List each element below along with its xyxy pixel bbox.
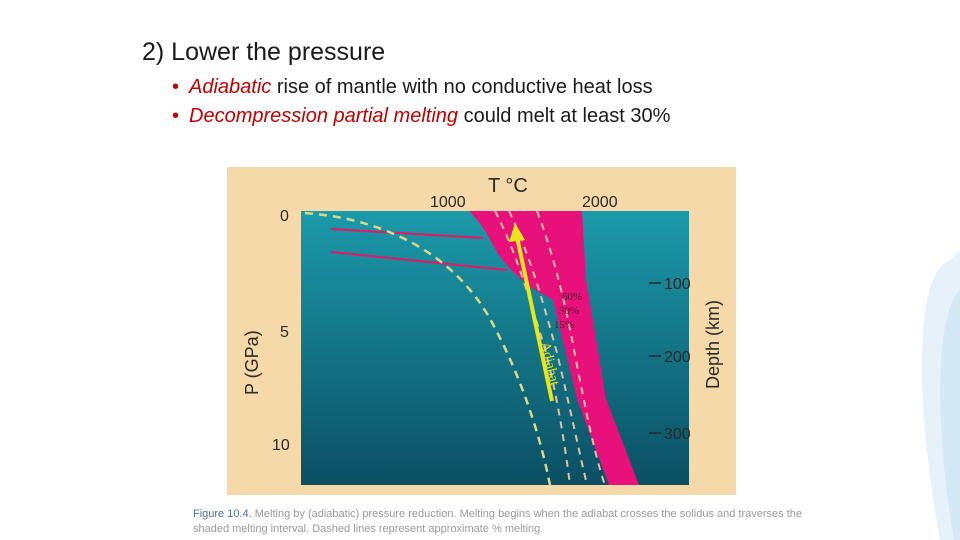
left-axis-title: P (GPa) [242, 330, 262, 395]
bullet-item: • Decompression partial melting could mel… [172, 105, 670, 134]
mantle-plot-area [301, 211, 689, 485]
left-tick-label: 0 [280, 208, 289, 225]
bullet-emphasis: Decompression partial melting [189, 105, 459, 127]
right-tick-label: 300 [664, 426, 691, 443]
caption-figure-label: Figure 10.4. [193, 508, 252, 520]
top-axis-title: T °C [488, 175, 528, 197]
dashed-melt-line [536, 210, 606, 486]
bullet-list: • Adiabatic rise of mantle with no conduc… [172, 76, 670, 134]
dashed-melt-line [494, 210, 571, 486]
bullet-dot-icon: • [172, 76, 180, 98]
right-axis-title: Depth (km) [703, 300, 723, 389]
bullet-text: rise of mantle with no conductive heat l… [271, 76, 653, 98]
adiabat-line [515, 236, 554, 402]
bullet-dot-icon: • [172, 105, 180, 127]
geotherm-line [330, 250, 508, 272]
bullet-emphasis: Adiabatic [189, 76, 272, 98]
melting-diagram: T °C 1000 2000 0 5 10 P (GPa) 100 200 30… [227, 167, 736, 495]
melt-percent-label: 60% [562, 291, 582, 303]
right-tick-label: 200 [664, 349, 691, 366]
caption-text: Melting by (adiabatic) pressure reductio… [193, 508, 803, 535]
bullet-text: could melt at least 30% [458, 105, 671, 127]
geotherm-line [330, 227, 484, 240]
bullet-item: • Adiabatic rise of mantle with no conduc… [172, 76, 670, 105]
figure-caption: Figure 10.4. Melting by (adiabatic) pres… [193, 507, 813, 537]
melting-interval [469, 211, 639, 485]
decorative-swoosh [921, 250, 960, 540]
left-tick-label: 10 [272, 437, 290, 454]
top-tick-label: 1000 [430, 194, 466, 211]
left-tick-label: 5 [280, 324, 289, 341]
adiabat-arrowhead-icon [509, 223, 525, 242]
top-tick-label: 2000 [582, 194, 618, 211]
dashed-melt-line [508, 210, 588, 486]
slide-heading: 2) Lower the pressure [142, 38, 386, 66]
melt-percent-label: 15% [554, 319, 574, 331]
melt-percent-label: 30% [559, 305, 579, 317]
right-tick-label: 100 [664, 276, 691, 293]
dashed-melt-line [304, 211, 552, 486]
